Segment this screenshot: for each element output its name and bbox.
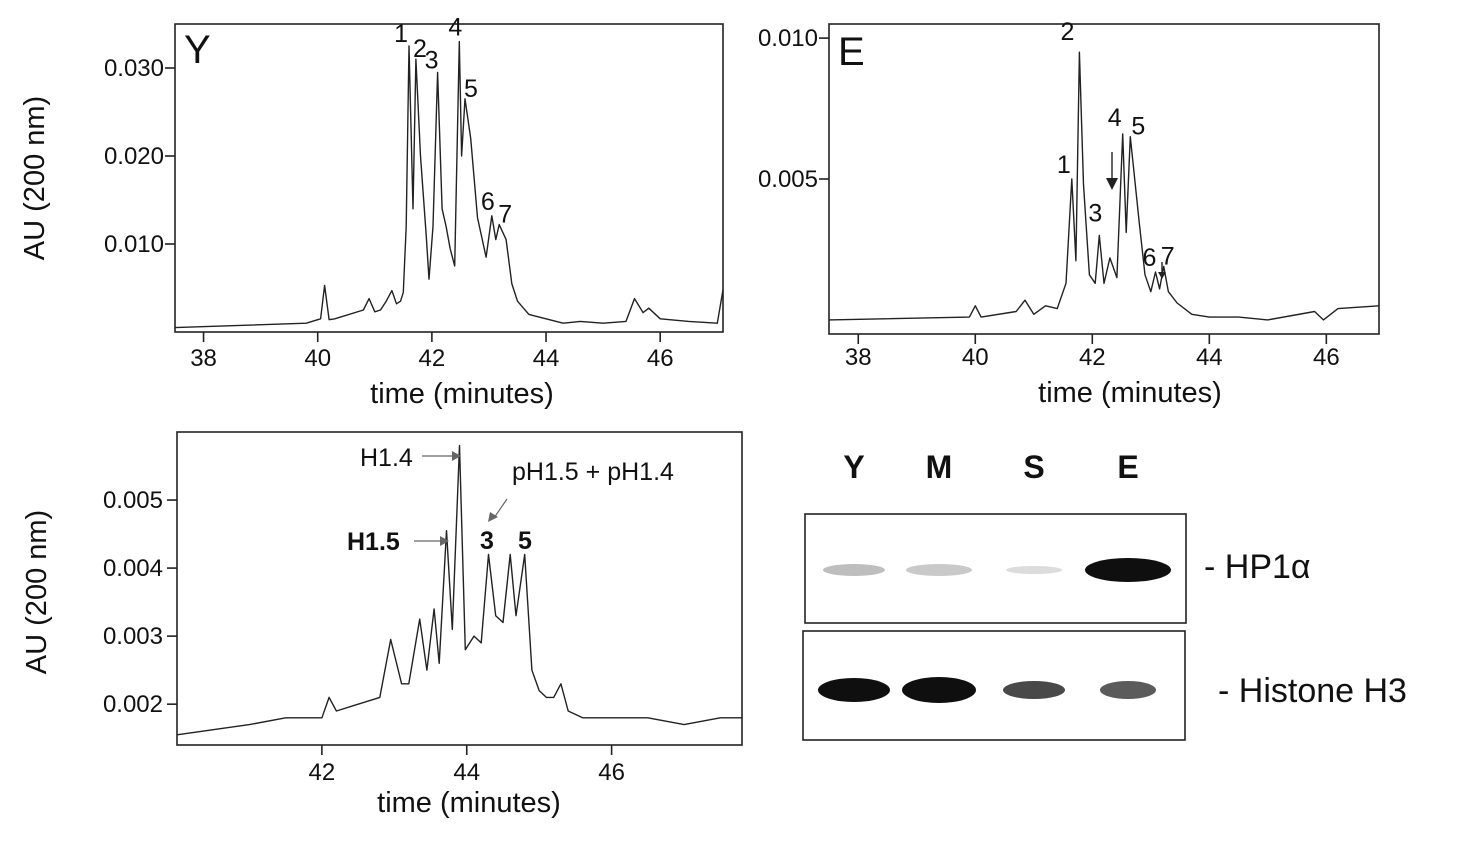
peak-label-3: 3 xyxy=(480,527,494,555)
peak-label-5: 5 xyxy=(464,75,478,103)
x-tick-label-0: 38 xyxy=(845,344,872,371)
x-tick-label-1: 40 xyxy=(304,345,331,372)
x-tick-label-3: 44 xyxy=(1196,344,1223,371)
peak-label-7: 7 xyxy=(1161,242,1175,270)
x-tick-label-0: 38 xyxy=(190,345,217,372)
band-0-lane-y xyxy=(823,564,885,576)
x-tick-label-1: 40 xyxy=(962,344,989,371)
panel-y-xlabel: time (minutes) xyxy=(370,378,554,410)
band-1-lane-m xyxy=(902,677,976,703)
x-tick-label-2: 42 xyxy=(1079,344,1106,371)
chromatogram-panel-h1: time (minutes) AU (200 nm) 42 44 46 0.002 0.… xyxy=(21,431,743,819)
peak-label-7: 7 xyxy=(498,201,512,229)
peak-label-1: 1 xyxy=(1057,151,1071,179)
band-0-lane-e xyxy=(1085,558,1171,582)
panel-e-down-arrow-head xyxy=(1106,178,1118,190)
lane-label-s: S xyxy=(1023,449,1044,485)
peak-label-1: 1 xyxy=(394,20,408,48)
x-tick-label-4: 46 xyxy=(1313,344,1340,371)
panel-e-letter: E xyxy=(838,30,865,74)
y-tick-label-1: 0.003 xyxy=(103,623,163,650)
panel-h1-trace xyxy=(176,444,742,736)
panel-h1-ticks: 42 44 46 0.002 0.003 0.004 0.005 xyxy=(103,487,625,786)
y-tick-label-0: 0.005 xyxy=(758,166,818,193)
band-label-histone-h3: - Histone H3 xyxy=(1218,672,1407,710)
panel-y-ticks: 38 40 42 44 46 0.010 0.020 0.030 xyxy=(104,55,674,372)
annotation-arrow-shaft xyxy=(493,498,508,519)
panel-y-letter: Y xyxy=(184,28,211,72)
band-0-lane-m xyxy=(906,564,972,576)
x-tick-label-2: 46 xyxy=(598,759,625,786)
band-1-lane-y xyxy=(818,678,890,702)
peak-label-2: 2 xyxy=(413,35,427,63)
y-tick-label-0: 0.002 xyxy=(103,691,163,718)
peak-label-2: 2 xyxy=(1060,18,1074,46)
y-tick-label-1: 0.010 xyxy=(758,25,818,52)
y-tick-label-2: 0.004 xyxy=(103,555,163,582)
panel-h1-frame xyxy=(176,431,743,746)
peak-label-6: 6 xyxy=(1143,244,1157,272)
h1-4-arrow-head xyxy=(452,451,461,461)
peak-label-4: 4 xyxy=(1108,104,1122,132)
peak-label-6: 6 xyxy=(481,188,495,216)
panel-e-trace xyxy=(828,51,1380,321)
peak-label-3: 3 xyxy=(425,46,439,74)
x-tick-label-2: 42 xyxy=(419,345,446,372)
panel-e-small-arrow-head xyxy=(1158,272,1166,279)
blot-bands xyxy=(818,558,1171,703)
y-tick-label-3: 0.005 xyxy=(103,487,163,514)
chromatogram-panel-y: Y time (minutes) AU (200 nm) 38 40 42 44 460… xyxy=(19,14,724,410)
x-tick-label-3: 44 xyxy=(533,345,560,372)
western-blot: Y M S E - HP1α - Histone H3 xyxy=(802,449,1407,741)
panel-e-frame xyxy=(828,23,1380,335)
y-tick-label-1: 0.020 xyxy=(104,143,164,170)
annotation-arrow-head xyxy=(488,512,498,522)
panel-y-trace xyxy=(174,40,724,329)
peak-label-h1-5: H1.5 xyxy=(347,528,400,556)
peak-label-4: 4 xyxy=(448,14,462,42)
panel-y-ylabel: AU (200 nm) xyxy=(19,96,51,260)
h1-5-arrow-head xyxy=(440,536,449,546)
panel-h1-ylabel: AU (200 nm) xyxy=(21,510,53,674)
lane-label-e: E xyxy=(1117,449,1138,485)
annotation-ph1-5-ph1-4: pH1.5 + pH1.4 xyxy=(512,458,674,486)
lane-label-m: M xyxy=(926,449,953,485)
band-1-lane-e xyxy=(1100,681,1156,699)
peak-label-5: 5 xyxy=(1131,113,1145,141)
panel-e-xlabel: time (minutes) xyxy=(1038,377,1222,409)
peak-label-h1-4: H1.4 xyxy=(360,444,413,472)
band-label-hp1a: - HP1α xyxy=(1204,548,1311,586)
peak-label-5: 5 xyxy=(518,527,532,555)
band-0-lane-s xyxy=(1006,566,1062,574)
panel-y-frame xyxy=(174,23,724,333)
x-tick-label-4: 46 xyxy=(647,345,674,372)
y-tick-label-0: 0.010 xyxy=(104,231,164,258)
y-tick-label-2: 0.030 xyxy=(104,55,164,82)
panel-h1-xlabel: time (minutes) xyxy=(377,787,561,819)
lane-label-y: Y xyxy=(843,449,864,485)
x-tick-label-1: 44 xyxy=(453,759,480,786)
band-1-lane-s xyxy=(1003,681,1065,699)
x-tick-label-0: 42 xyxy=(309,759,336,786)
peak-label-3: 3 xyxy=(1088,199,1102,227)
